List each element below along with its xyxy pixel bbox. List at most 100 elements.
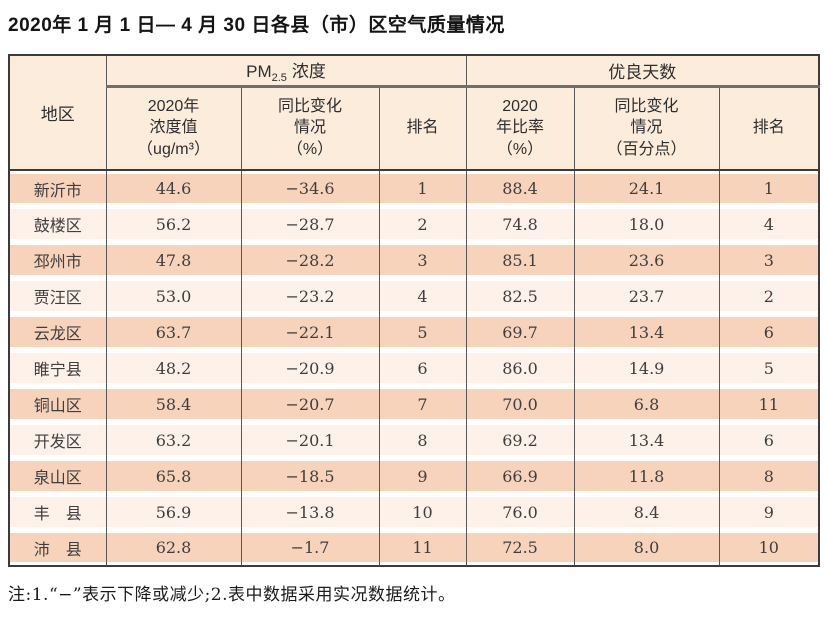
table-row: 开发区 63.2 −20.1 8 69.2 13.4 6	[8, 422, 820, 458]
cell-pm-value: 53.0	[105, 278, 242, 314]
cell-days-ratio: 86.0	[465, 350, 575, 386]
cell-region: 贾汪区	[8, 278, 107, 314]
col-header-pm-change: 同比变化 情况 （%）	[240, 86, 380, 171]
cell-pm-rank: 6	[378, 350, 467, 386]
cell-days-ratio: 88.4	[465, 170, 575, 206]
table-body: 新沂市 44.6 −34.6 1 88.4 24.1 1 鼓楼区 56.2 −2…	[8, 170, 820, 566]
cell-days-change: 13.4	[573, 422, 720, 458]
cell-pm-change: −28.2	[240, 242, 380, 278]
cell-days-ratio: 85.1	[465, 242, 575, 278]
cell-days-ratio: 69.2	[465, 422, 575, 458]
table-row: 邳州市 47.8 −28.2 3 85.1 23.6 3	[8, 242, 820, 278]
cell-pm-rank: 5	[378, 314, 467, 350]
table-row: 沛 县 62.8 −1.7 11 72.5 8.0 10	[8, 530, 820, 566]
cell-pm-change: −20.7	[240, 386, 380, 422]
cell-pm-value: 44.6	[105, 170, 242, 206]
cell-days-rank: 4	[718, 206, 820, 242]
cell-days-rank: 6	[718, 314, 820, 350]
col-header-region: 地区	[8, 55, 107, 171]
cell-pm-value: 65.8	[105, 458, 242, 494]
cell-days-change: 24.1	[573, 170, 720, 206]
table-row: 丰 县 56.9 −13.8 10 76.0 8.4 9	[8, 494, 820, 530]
cell-days-rank: 3	[718, 242, 820, 278]
cell-days-ratio: 72.5	[465, 530, 575, 566]
cell-region: 丰 县	[8, 494, 107, 530]
cell-pm-value: 56.2	[105, 206, 242, 242]
group-header-row: 地区 PM2.5 浓度 优良天数	[8, 55, 820, 171]
cell-region: 云龙区	[8, 314, 107, 350]
cell-region: 鼓楼区	[8, 206, 107, 242]
cell-days-rank: 9	[718, 494, 820, 530]
cell-days-change: 23.6	[573, 242, 720, 278]
cell-pm-value: 62.8	[105, 530, 242, 566]
col-header-pm-value: 2020年 浓度值 （ug/m³）	[105, 86, 242, 171]
cell-days-ratio: 70.0	[465, 386, 575, 422]
cell-pm-value: 47.8	[105, 242, 242, 278]
col-header-line: （ug/m³）	[137, 141, 210, 159]
table-header: 地区 PM2.5 浓度 优良天数 2020年 浓度值 （ug/m³） 同比变化 情…	[8, 55, 820, 171]
cell-pm-change: −1.7	[240, 530, 380, 566]
pm25-prefix: PM	[246, 61, 272, 81]
col-header-days-ratio: 2020 年比率 （%）	[465, 86, 575, 171]
col-header-line: 同比变化	[614, 97, 679, 115]
table-row: 鼓楼区 56.2 −28.7 2 74.8 18.0 4	[8, 206, 820, 242]
cell-pm-value: 58.4	[105, 386, 242, 422]
table-row: 铜山区 58.4 −20.7 7 70.0 6.8 11	[8, 386, 820, 422]
col-header-line: 情况	[293, 119, 326, 137]
table-row: 贾汪区 53.0 −23.2 4 82.5 23.7 2	[8, 278, 820, 314]
sub-header-row: 2020年 浓度值 （ug/m³） 同比变化 情况 （%） 排名 2020 年比…	[9, 86, 820, 171]
cell-pm-value: 56.9	[105, 494, 242, 530]
cell-region: 开发区	[8, 422, 107, 458]
col-header-line: 同比变化	[277, 97, 342, 115]
table-row: 新沂市 44.6 −34.6 1 88.4 24.1 1	[8, 170, 820, 206]
cell-days-rank: 8	[718, 458, 820, 494]
cell-pm-rank: 4	[378, 278, 467, 314]
cell-pm-change: −28.7	[240, 206, 380, 242]
cell-days-change: 6.8	[573, 386, 720, 422]
cell-pm-rank: 9	[378, 458, 467, 494]
cell-days-change: 11.8	[573, 458, 720, 494]
col-header-days-rank: 排名	[718, 86, 820, 171]
cell-pm-change: −23.2	[240, 278, 380, 314]
cell-pm-change: −20.9	[240, 350, 380, 386]
cell-days-rank: 10	[718, 530, 820, 566]
cell-days-rank: 2	[718, 278, 820, 314]
cell-region: 新沂市	[8, 170, 107, 206]
cell-days-change: 8.4	[573, 494, 720, 530]
col-header-line: （%）	[286, 141, 334, 159]
cell-pm-value: 63.2	[105, 422, 242, 458]
cell-pm-change: −22.1	[240, 314, 380, 350]
cell-pm-rank: 7	[378, 386, 467, 422]
table-row: 睢宁县 48.2 −20.9 6 86.0 14.9 5	[8, 350, 820, 386]
col-header-line: 2020	[502, 97, 538, 115]
footnote: 注:1.“−”表示下降或减少;2.表中数据采用实况数据统计。	[8, 585, 456, 605]
cell-days-change: 18.0	[573, 206, 720, 242]
col-header-pm-rank: 排名	[378, 86, 467, 171]
col-header-line: 2020年	[147, 97, 200, 115]
cell-days-rank: 5	[718, 350, 820, 386]
col-header-line: （百分点）	[606, 141, 687, 159]
cell-days-change: 23.7	[573, 278, 720, 314]
cell-pm-rank: 1	[378, 170, 467, 206]
col-header-line: 浓度值	[149, 119, 198, 137]
col-header-days-change: 同比变化 情况 （百分点）	[573, 86, 720, 171]
cell-pm-change: −34.6	[240, 170, 380, 206]
cell-pm-rank: 2	[378, 206, 467, 242]
cell-pm-value: 63.7	[105, 314, 242, 350]
page-title: 2020年 1 月 1 日— 4 月 30 日各县（市）区空气质量情况	[8, 15, 505, 36]
cell-days-ratio: 76.0	[465, 494, 575, 530]
cell-region: 铜山区	[8, 386, 107, 422]
cell-pm-change: −13.8	[240, 494, 380, 530]
cell-days-change: 13.4	[573, 314, 720, 350]
cell-pm-rank: 10	[378, 494, 467, 530]
cell-region: 邳州市	[8, 242, 107, 278]
air-quality-table: 地区 PM2.5 浓度 优良天数 2020年 浓度值 （ug/m³） 同比变化 情…	[8, 54, 821, 567]
cell-days-rank: 6	[718, 422, 820, 458]
cell-region: 泉山区	[8, 458, 107, 494]
cell-pm-value: 48.2	[105, 350, 242, 386]
cell-region: 睢宁县	[8, 350, 107, 386]
cell-days-change: 14.9	[573, 350, 720, 386]
cell-days-rank: 11	[718, 386, 820, 422]
table-row: 云龙区 63.7 −22.1 5 69.7 13.4 6	[8, 314, 820, 350]
cell-days-ratio: 74.8	[465, 206, 575, 242]
